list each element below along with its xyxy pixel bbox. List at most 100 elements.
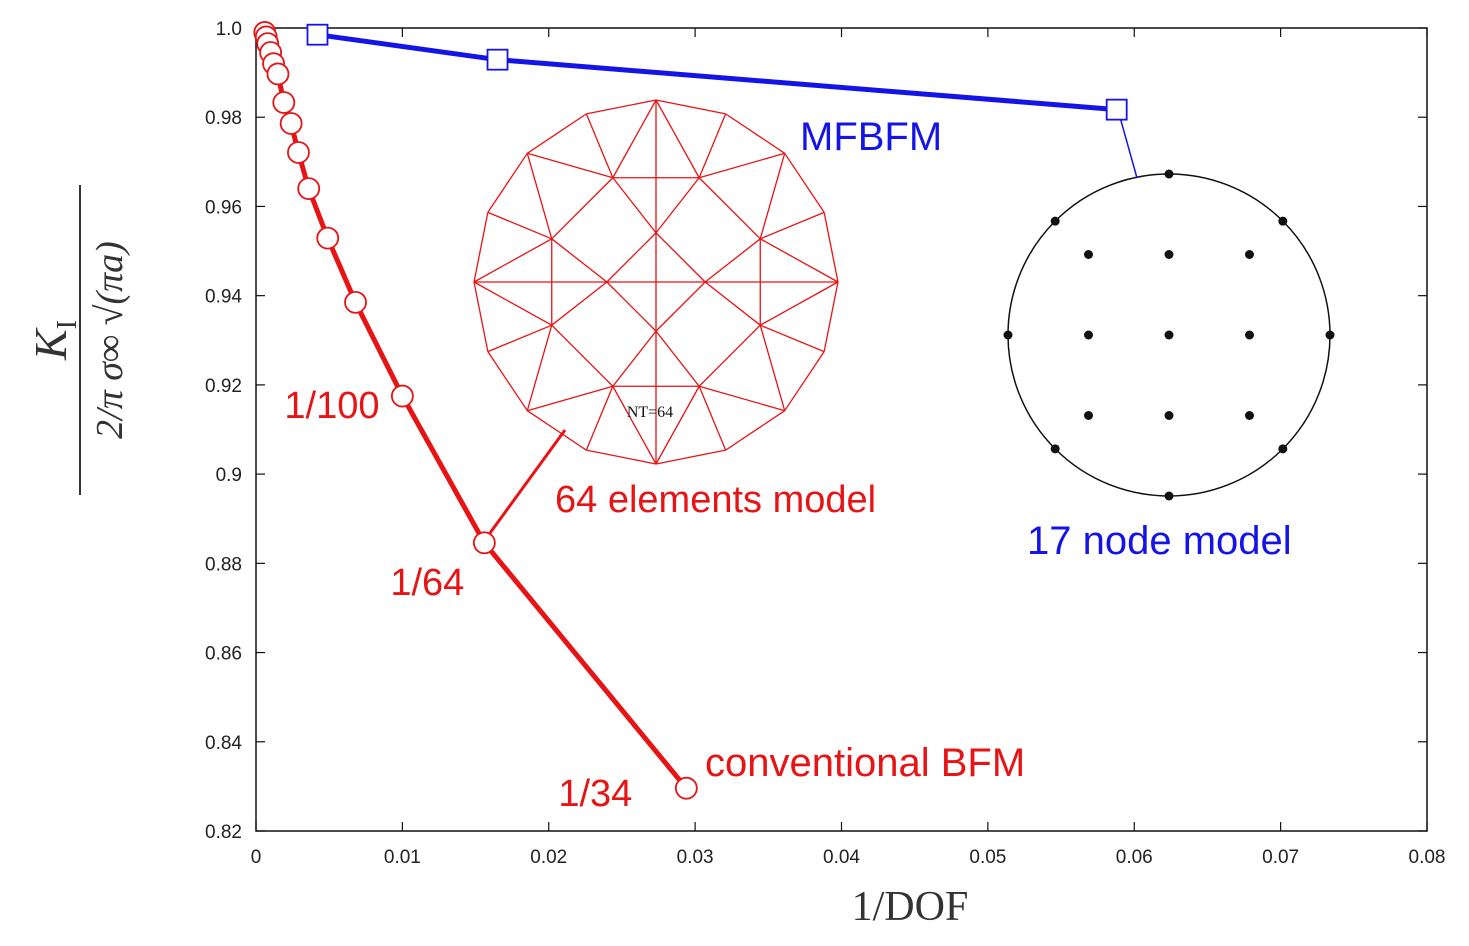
mesh-edge — [586, 449, 657, 465]
point-label: 1/34 — [558, 773, 632, 815]
x-tick-label: 0.08 — [1409, 847, 1446, 868]
data-point-circle — [279, 112, 303, 135]
elements-model-label: 64 elements model — [555, 479, 876, 521]
mesh-edge — [612, 330, 657, 387]
y-tick-label: 0.86 — [205, 644, 242, 665]
node-dot — [1245, 330, 1254, 340]
mesh-edge — [612, 385, 657, 465]
mesh-edge — [698, 177, 761, 240]
mesh-edge — [699, 152, 785, 179]
mesh-edge — [759, 281, 839, 326]
node-connector-line — [1117, 109, 1138, 179]
data-point-circle — [266, 62, 290, 86]
mesh-edge — [487, 152, 528, 213]
mesh-edge — [760, 324, 825, 353]
x-tick-label: 0.02 — [530, 847, 567, 868]
series-conventional-bfm — [253, 21, 698, 800]
mesh-edge — [487, 324, 552, 353]
x-tick-label: 0.05 — [969, 847, 1006, 868]
mesh-edge — [759, 325, 786, 411]
y-tick-label: 0.82 — [205, 822, 242, 843]
mesh-edge — [698, 386, 727, 451]
mesh-edge — [725, 113, 786, 154]
data-point-circle — [674, 776, 698, 800]
node-model-label: 17 node model — [1027, 519, 1292, 563]
mesh-edge — [473, 238, 553, 283]
node-dot — [1084, 250, 1093, 259]
node-dot — [1164, 491, 1174, 501]
x-tick-label: 0.01 — [384, 847, 421, 868]
mesh-edge — [759, 238, 839, 283]
data-point-circle — [390, 384, 414, 408]
mesh-edge — [704, 238, 761, 283]
mesh-edge — [725, 410, 786, 451]
mesh-inset-64-elements — [473, 99, 839, 465]
mesh-edge — [585, 113, 614, 178]
mesh-inset-label: NT=64 — [627, 404, 673, 421]
mesh-edge — [527, 152, 613, 179]
node-dot — [1003, 330, 1013, 340]
node-dot — [1164, 169, 1174, 179]
series-mfbfm — [306, 23, 1128, 121]
data-point-circle — [344, 290, 367, 314]
mesh-edge — [704, 281, 761, 326]
y-tick-label: 0.84 — [205, 733, 242, 754]
node-dot — [1278, 444, 1288, 454]
data-point-circle — [316, 226, 340, 250]
mesh-edge — [655, 232, 706, 283]
mesh-edge — [473, 281, 489, 352]
node-inset-17-nodes — [1003, 169, 1335, 501]
mesh-edge — [551, 238, 608, 283]
data-point-circle — [287, 141, 310, 164]
mesh-edge — [585, 386, 614, 451]
y-axis-numerator: KI — [25, 320, 83, 361]
data-point-square — [306, 23, 329, 46]
axis-tick-labels: 0 0.01 0.02 0.03 0.04 0.05 0.06 0.07 0.08 0.82 0.8… — [205, 19, 1445, 868]
node-dot — [1050, 216, 1060, 226]
mesh-edge — [699, 385, 785, 412]
node-dot — [1245, 250, 1254, 259]
point-labels: 1/100 1/64 1/34 — [284, 385, 632, 815]
y-tick-label: 0.88 — [205, 554, 242, 575]
mesh-edge — [526, 113, 587, 154]
x-tick-label: 0.04 — [823, 847, 860, 868]
mesh-edge — [606, 281, 657, 332]
mesh-edge — [551, 324, 614, 387]
mesh-edge — [760, 211, 825, 240]
mesh-edge — [655, 449, 726, 465]
mesh-edge — [473, 212, 489, 283]
mesh-edge — [698, 324, 761, 387]
data-point-circle — [272, 91, 296, 114]
mesh-edge — [823, 212, 839, 283]
point-label: 1/100 — [284, 385, 379, 427]
mesh-edge — [527, 385, 613, 412]
mesh-edge — [612, 177, 657, 234]
x-tick-label: 0.07 — [1262, 847, 1299, 868]
node-dot — [1084, 330, 1093, 340]
mesh-edge — [526, 410, 587, 451]
y-axis-title: KI 2/π σ∞ √(πa) — [25, 185, 131, 495]
y-axis-denominator: 2/π σ∞ √(πa) — [89, 241, 131, 439]
data-point-circle — [472, 531, 496, 555]
x-tick-label: 0 — [251, 847, 262, 868]
mesh-edge — [823, 281, 839, 352]
node-dot — [1245, 411, 1254, 420]
mesh-edge — [473, 281, 553, 326]
data-point-circle — [297, 177, 321, 201]
data-point-square — [1105, 98, 1128, 121]
mesh-edge — [655, 99, 700, 179]
y-tick-label: 0.98 — [205, 108, 242, 129]
point-label: 1/64 — [390, 562, 464, 604]
y-tick-label: 0.92 — [205, 376, 242, 397]
node-dot — [1325, 330, 1335, 340]
node-dot — [1164, 411, 1174, 420]
mesh-edge — [551, 281, 608, 326]
y-tick-label: 0.94 — [205, 287, 242, 308]
mesh-edge — [784, 351, 825, 412]
data-point-square — [486, 48, 509, 71]
mesh-edge — [551, 177, 614, 240]
y-tick-label: 0.96 — [205, 197, 242, 218]
mesh-connector-line — [480, 429, 567, 545]
mfbfm-label: MFBFM — [800, 115, 942, 159]
